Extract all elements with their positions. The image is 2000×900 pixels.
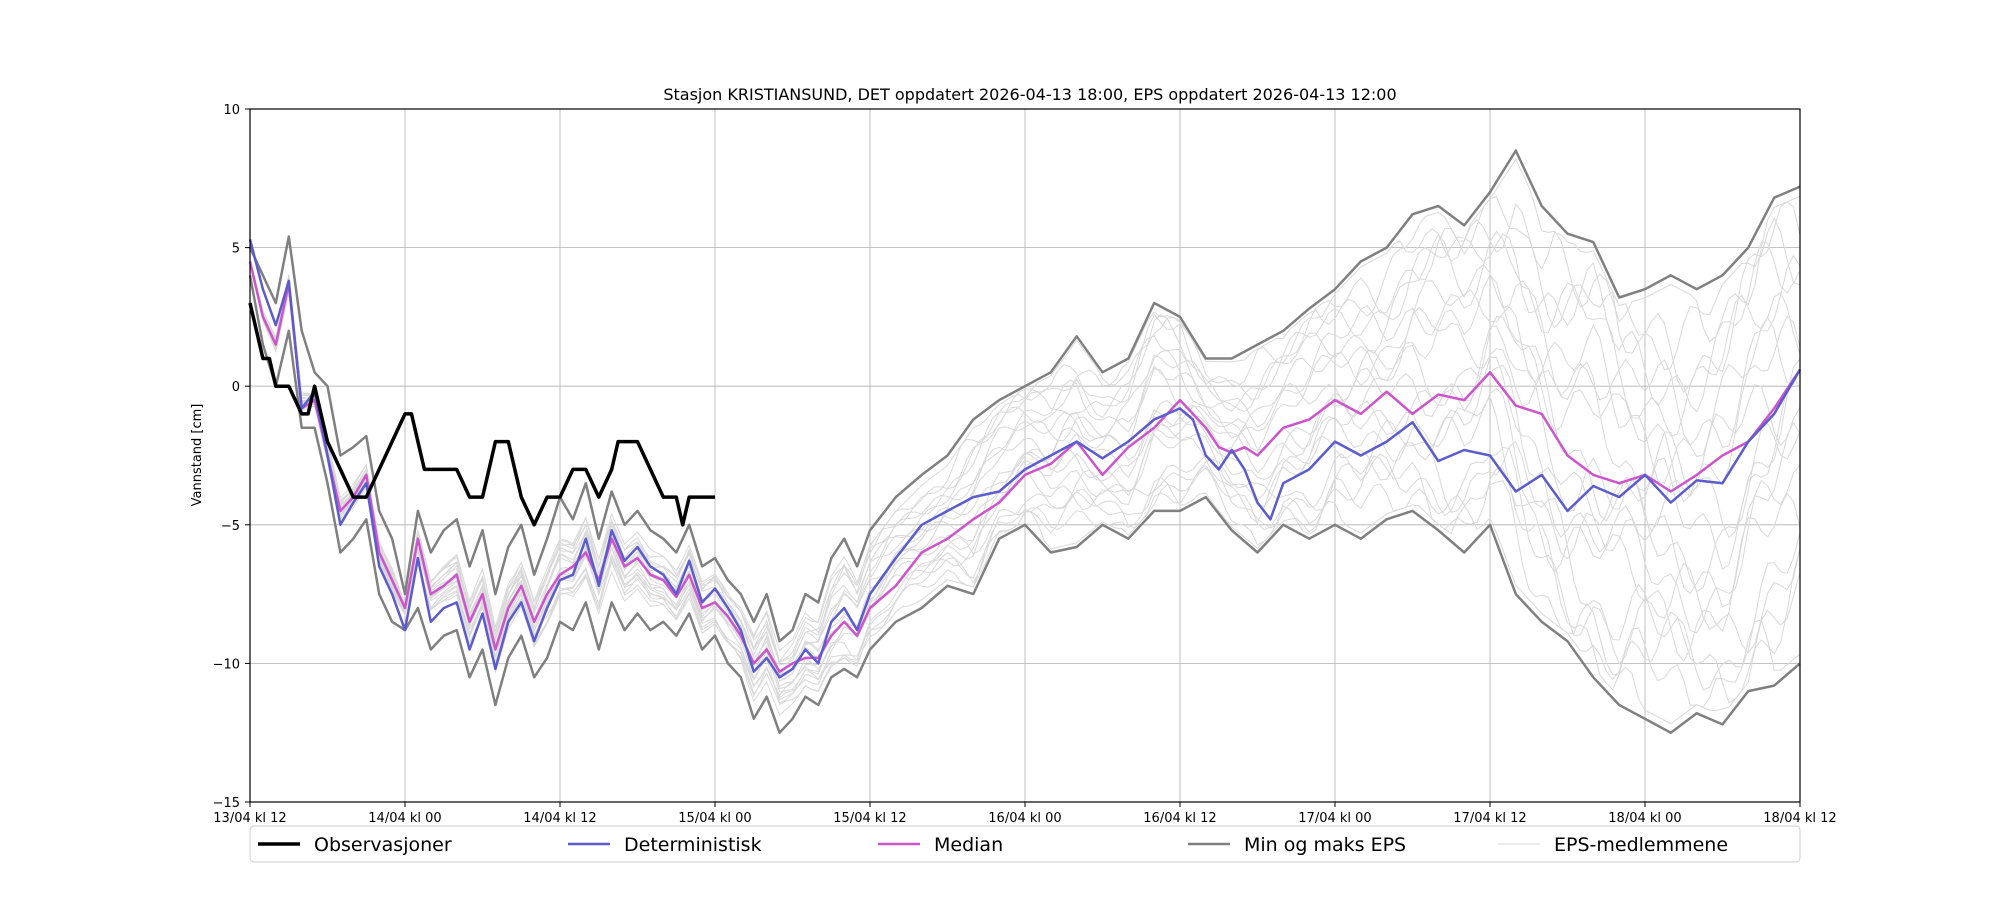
y-tick-label: −10 bbox=[213, 657, 240, 672]
x-tick-label: 16/04 kl 12 bbox=[1143, 811, 1216, 826]
x-tick-label: 13/04 kl 12 bbox=[213, 811, 286, 826]
ensemble-member-line bbox=[249, 261, 1801, 687]
legend-frame bbox=[249, 825, 1801, 863]
y-tick-label: 5 bbox=[232, 242, 240, 257]
x-tick-label: 14/04 kl 12 bbox=[523, 811, 596, 826]
x-axis: 13/04 kl 12 14/04 kl 00 14/04 kl 12 15/04 k… bbox=[213, 802, 1837, 826]
y-tick-label: −15 bbox=[213, 796, 240, 811]
eps-min-line bbox=[248, 275, 1801, 734]
chart-title: Stasjon KRISTIANSUND, DET oppdatert 2026… bbox=[663, 85, 1396, 104]
y-axis-label: Vannstand [cm] bbox=[190, 404, 205, 507]
series-lines bbox=[248, 149, 1802, 734]
legend-label: Deterministisk bbox=[624, 834, 762, 856]
observations-line bbox=[248, 302, 715, 527]
median-line bbox=[248, 261, 1802, 673]
ensemble-member-line bbox=[249, 233, 1801, 675]
x-tick-label: 17/04 kl 12 bbox=[1453, 811, 1526, 826]
ensemble-member-line bbox=[249, 262, 1801, 693]
x-tick-label: 18/04 kl 12 bbox=[1763, 811, 1836, 826]
x-tick-label: 14/04 kl 00 bbox=[368, 811, 441, 826]
y-tick-label: −5 bbox=[221, 519, 240, 534]
y-tick-label: 0 bbox=[232, 380, 240, 395]
x-tick-label: 15/04 kl 00 bbox=[678, 811, 751, 826]
legend-label: Observasjoner bbox=[314, 834, 452, 856]
x-tick-label: 15/04 kl 12 bbox=[833, 811, 906, 826]
ensemble-member-line bbox=[249, 260, 1801, 676]
legend-label: Median bbox=[934, 834, 1003, 856]
eps-max-line bbox=[248, 149, 1801, 643]
legend-label: EPS-medlemmene bbox=[1554, 834, 1728, 856]
ensemble-members bbox=[249, 158, 1801, 725]
ensemble-member-line bbox=[249, 158, 1801, 652]
y-axis: 10 5 0 −5 −10 −15 bbox=[213, 103, 250, 811]
y-tick-label: 10 bbox=[223, 103, 240, 118]
x-tick-label: 16/04 kl 00 bbox=[988, 811, 1061, 826]
ensemble-member-line bbox=[249, 260, 1801, 679]
deterministic-line bbox=[248, 238, 1802, 679]
x-tick-label: 18/04 kl 00 bbox=[1608, 811, 1681, 826]
x-tick-label: 17/04 kl 00 bbox=[1298, 811, 1371, 826]
legend: Observasjoner Deterministisk Median Min og … bbox=[249, 825, 1801, 863]
legend-label: Min og maks EPS bbox=[1244, 834, 1406, 856]
ensemble-member-line bbox=[249, 202, 1801, 663]
